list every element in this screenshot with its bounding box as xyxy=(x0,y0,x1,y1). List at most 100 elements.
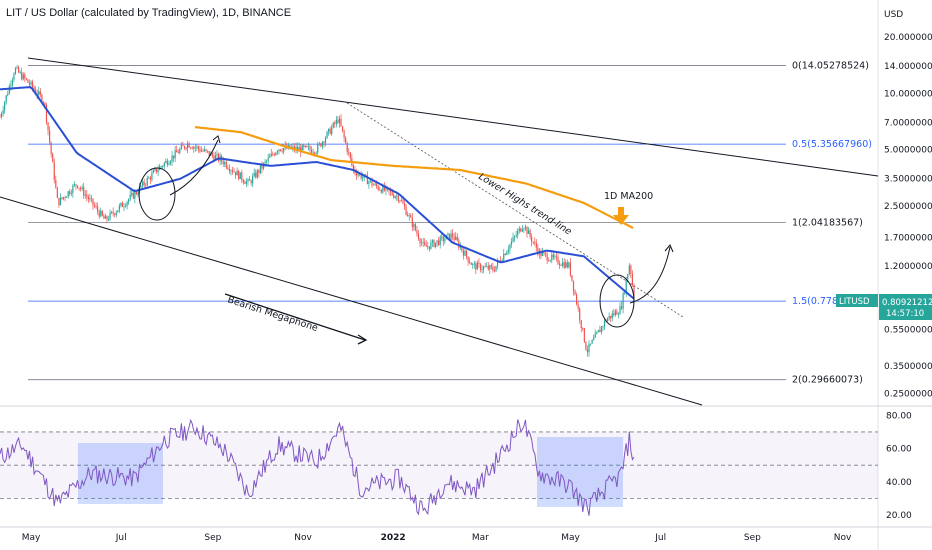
candle xyxy=(279,149,282,152)
candle-body xyxy=(185,148,187,150)
candle xyxy=(611,310,613,322)
candle xyxy=(622,291,624,314)
candle xyxy=(30,80,32,87)
candle xyxy=(503,249,505,262)
candle xyxy=(469,257,471,264)
candle xyxy=(608,312,610,321)
candle xyxy=(527,226,530,235)
candle xyxy=(572,280,575,296)
candle xyxy=(87,194,89,203)
candle-body xyxy=(594,333,596,338)
candle xyxy=(75,183,77,190)
candle-body xyxy=(506,251,508,255)
candle xyxy=(337,116,339,125)
candle-body xyxy=(194,147,196,148)
candle xyxy=(224,160,226,168)
candle-body xyxy=(217,154,220,161)
candle xyxy=(484,263,486,268)
candle xyxy=(255,169,257,179)
candle xyxy=(228,164,230,174)
candle xyxy=(594,329,596,338)
candle xyxy=(588,340,590,357)
candle-body xyxy=(503,253,505,261)
candle xyxy=(349,151,351,163)
candle xyxy=(107,215,110,221)
candle-body xyxy=(465,250,468,257)
candle xyxy=(585,341,587,351)
candle-body xyxy=(239,172,241,179)
candle-body xyxy=(603,320,606,327)
candle-body xyxy=(554,256,556,258)
candle xyxy=(577,301,579,312)
candle-body xyxy=(300,147,302,153)
candle xyxy=(338,115,341,128)
candle xyxy=(69,188,71,196)
candle xyxy=(55,175,57,189)
candle-body xyxy=(507,249,509,252)
candle-body xyxy=(602,326,604,328)
candle-body xyxy=(324,138,327,144)
drawings xyxy=(138,135,674,345)
candle xyxy=(193,145,195,153)
candle-body xyxy=(132,192,134,199)
candle-body xyxy=(424,242,426,246)
candle xyxy=(400,197,403,202)
candle-body xyxy=(205,149,207,151)
candle xyxy=(84,190,86,199)
candle-body xyxy=(535,242,537,248)
candle xyxy=(452,229,454,241)
candle-body xyxy=(459,246,461,248)
candle-body xyxy=(332,122,334,128)
candle-body xyxy=(281,150,283,152)
candle xyxy=(517,228,519,239)
candle-body xyxy=(541,252,544,257)
candle xyxy=(197,145,199,153)
candle-body xyxy=(211,152,213,156)
candle-body xyxy=(176,150,178,153)
candle-body xyxy=(588,343,590,353)
candle-body xyxy=(341,126,344,131)
candle-body xyxy=(118,205,120,211)
candle-body xyxy=(633,284,635,299)
candle-body xyxy=(140,186,142,188)
candle-body xyxy=(190,147,192,149)
rsi-tick-2: 40.00 xyxy=(886,478,912,488)
candle-body xyxy=(496,260,499,266)
candle-body xyxy=(242,180,244,183)
candle-body xyxy=(204,149,206,151)
candle xyxy=(332,121,334,129)
candle-body xyxy=(380,189,382,193)
candle xyxy=(331,124,333,137)
candle-body xyxy=(238,170,240,179)
candle-body xyxy=(566,262,568,268)
candle xyxy=(607,317,609,322)
candle xyxy=(227,164,229,171)
candle-body xyxy=(10,85,12,87)
candle-body xyxy=(411,217,413,227)
candle xyxy=(202,148,204,153)
candle-body xyxy=(484,266,486,268)
candle-body xyxy=(393,194,395,198)
candle-body xyxy=(193,147,195,149)
candle xyxy=(114,212,116,218)
candle-body xyxy=(481,269,483,271)
candle-body xyxy=(129,194,131,200)
candle-body xyxy=(382,185,384,193)
candle-body xyxy=(526,226,528,234)
candle-body xyxy=(307,146,310,148)
candle-body xyxy=(419,239,421,244)
candle-body xyxy=(278,149,280,152)
candle-body xyxy=(55,179,57,188)
candle-body xyxy=(200,150,203,152)
candle-body xyxy=(165,160,167,163)
candle xyxy=(456,233,458,242)
last-price: 0.80921212 xyxy=(882,298,932,308)
candle-body xyxy=(97,206,99,212)
symbol-tag xyxy=(836,294,878,307)
candle xyxy=(59,193,62,206)
candle-body xyxy=(84,194,86,196)
candle-body xyxy=(490,265,492,267)
candle xyxy=(109,209,111,222)
candle-body xyxy=(493,270,496,272)
candle xyxy=(372,183,375,186)
